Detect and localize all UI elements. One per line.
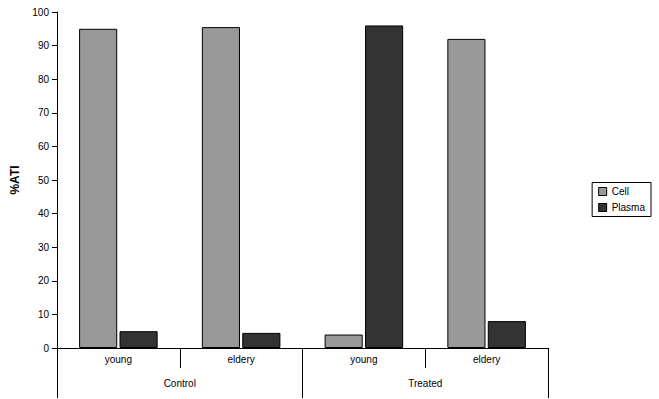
svg-text:30: 30 [38, 242, 50, 253]
svg-text:0: 0 [43, 343, 49, 354]
svg-text:80: 80 [38, 74, 50, 85]
svg-text:Treated: Treated [408, 378, 442, 389]
svg-text:Plasma: Plasma [612, 202, 646, 213]
svg-text:70: 70 [38, 107, 50, 118]
svg-text:Control: Control [164, 378, 196, 389]
svg-text:60: 60 [38, 141, 50, 152]
svg-text:100: 100 [32, 7, 49, 18]
svg-text:young: young [105, 354, 132, 365]
svg-text:20: 20 [38, 275, 50, 286]
svg-text:%ATI: %ATI [8, 165, 22, 194]
svg-text:eldery: eldery [473, 354, 500, 365]
svg-text:10: 10 [38, 309, 50, 320]
svg-text:90: 90 [38, 40, 50, 51]
svg-text:young: young [350, 354, 377, 365]
svg-text:40: 40 [38, 208, 50, 219]
svg-text:Cell: Cell [612, 186, 629, 197]
svg-text:50: 50 [38, 175, 50, 186]
svg-text:eldery: eldery [228, 354, 255, 365]
